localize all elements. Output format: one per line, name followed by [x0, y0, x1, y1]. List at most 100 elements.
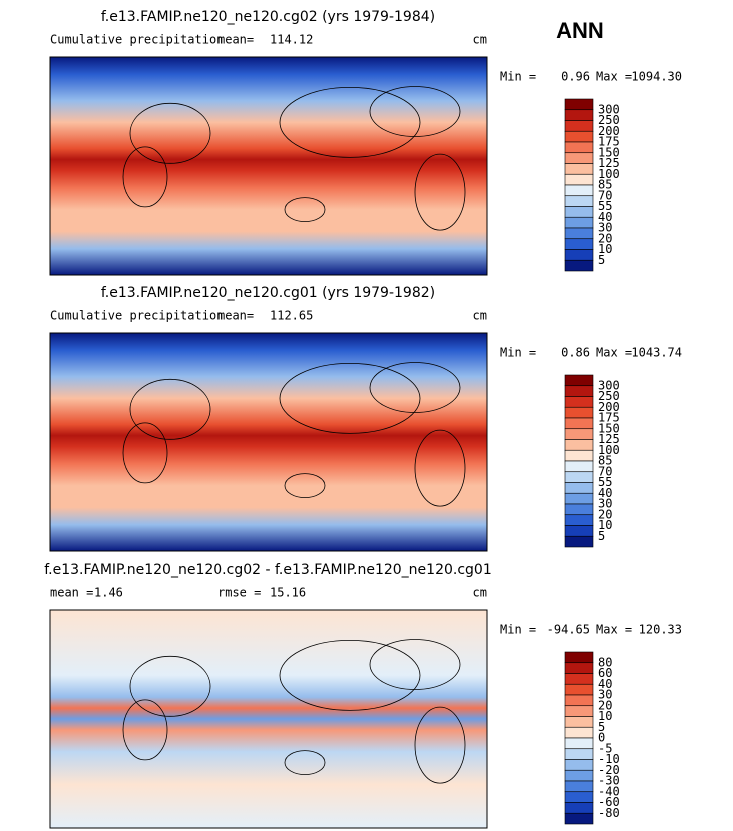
stat-value: 1.46 — [94, 586, 123, 600]
colorbar-box — [564, 184, 594, 197]
coastline — [284, 197, 326, 223]
min-label: Min = — [500, 70, 536, 84]
colorbar-label: 150 — [598, 145, 620, 159]
colorbar-label: 125 — [598, 156, 620, 170]
colorbar-label: 20 — [598, 231, 612, 245]
colorbar-label: -5 — [598, 741, 612, 755]
colorbar-box — [564, 449, 594, 462]
field-label: Cumulative precipitation — [50, 33, 223, 47]
colorbar-box — [564, 662, 594, 674]
max-value: 1094.30 — [631, 70, 682, 84]
colorbar-box — [564, 141, 594, 154]
colorbar-label: 10 — [598, 518, 612, 532]
colorbar-label: 30 — [598, 497, 612, 511]
coastline — [284, 473, 326, 499]
colorbar-label: 55 — [598, 199, 612, 213]
colorbar-box — [564, 216, 594, 229]
stat-label: rmse = — [218, 586, 261, 600]
min-label: Min = — [500, 346, 536, 360]
stat-label: mean= — [218, 309, 254, 323]
coastline — [279, 362, 421, 434]
colorbar-label: -10 — [598, 752, 620, 766]
colorbar-box — [564, 417, 594, 430]
colorbar-label: 175 — [598, 411, 620, 425]
max-value: 1043.74 — [631, 346, 682, 360]
colorbar-label: 5 — [598, 529, 605, 543]
colorbar-box — [564, 163, 594, 175]
colorbar-label: 85 — [598, 454, 612, 468]
colorbar-label: -60 — [598, 795, 620, 809]
coastline — [369, 86, 461, 137]
colorbar-label: 85 — [598, 178, 612, 192]
colorbar-label: 5 — [598, 720, 605, 734]
colorbar-box — [564, 227, 594, 240]
min-value: -94.65 — [547, 623, 590, 637]
map-field — [49, 609, 488, 829]
stat-value: 15.16 — [270, 586, 306, 600]
stat-value: 114.12 — [270, 33, 313, 47]
max-label: Max = — [596, 70, 632, 84]
colorbar-label: 250 — [598, 389, 620, 403]
colorbar-label: 10 — [598, 709, 612, 723]
colorbar-box — [564, 406, 594, 419]
colorbar-box — [564, 535, 594, 548]
colorbar-label: 70 — [598, 464, 612, 478]
colorbar-box — [564, 439, 594, 451]
colorbar-box — [564, 238, 594, 250]
units: cm — [473, 586, 487, 600]
colorbar-label: 175 — [598, 135, 620, 149]
coastline — [369, 639, 461, 690]
colorbar-label: 0 — [598, 731, 605, 745]
colorbar-box — [564, 769, 594, 782]
season-label: ANN — [556, 18, 604, 43]
colorbar-box — [564, 120, 594, 132]
coastline — [122, 422, 168, 484]
stat-label: mean= — [218, 33, 254, 47]
colorbar-box — [564, 503, 594, 516]
colorbar-label: 150 — [598, 421, 620, 435]
coastline — [122, 146, 168, 208]
colorbar-label: 100 — [598, 443, 620, 457]
colorbar-label: -80 — [598, 806, 620, 820]
colorbar-box — [564, 694, 594, 707]
colorbar-box — [564, 259, 594, 272]
colorbar-box — [564, 396, 594, 408]
min-value: 0.86 — [561, 346, 590, 360]
units: cm — [473, 33, 487, 47]
colorbar-label: 300 — [598, 102, 620, 116]
max-label: Max = — [596, 623, 632, 637]
min-value: 0.96 — [561, 70, 590, 84]
coastline — [414, 429, 466, 507]
colorbar-box — [564, 716, 594, 728]
coastline — [122, 699, 168, 761]
colorbar-box — [564, 683, 594, 696]
colorbar-box — [564, 726, 594, 739]
colorbar-box — [564, 673, 594, 685]
coastline — [129, 655, 211, 717]
coastline — [414, 153, 466, 231]
coastline — [414, 706, 466, 784]
colorbar-label: 125 — [598, 432, 620, 446]
colorbar-box — [564, 374, 594, 387]
colorbar-label: 10 — [598, 242, 612, 256]
max-value: 120.33 — [639, 623, 682, 637]
colorbar-box — [564, 791, 594, 803]
colorbar-label: 60 — [598, 666, 612, 680]
colorbar-label: 30 — [598, 688, 612, 702]
colorbar-box — [564, 471, 594, 483]
colorbar-box — [564, 812, 594, 825]
colorbar-box — [564, 525, 594, 537]
colorbar-label: 300 — [598, 378, 620, 392]
colorbar-label: -40 — [598, 784, 620, 798]
colorbar-label: 250 — [598, 113, 620, 127]
colorbar-label: 20 — [598, 507, 612, 521]
colorbar-label: -20 — [598, 763, 620, 777]
colorbar-box — [564, 802, 594, 814]
map-field — [49, 56, 488, 276]
coastline — [369, 362, 461, 413]
colorbar-box — [564, 460, 594, 473]
colorbar-label: 70 — [598, 188, 612, 202]
colorbar-box — [564, 249, 594, 261]
colorbar-box — [564, 385, 594, 397]
